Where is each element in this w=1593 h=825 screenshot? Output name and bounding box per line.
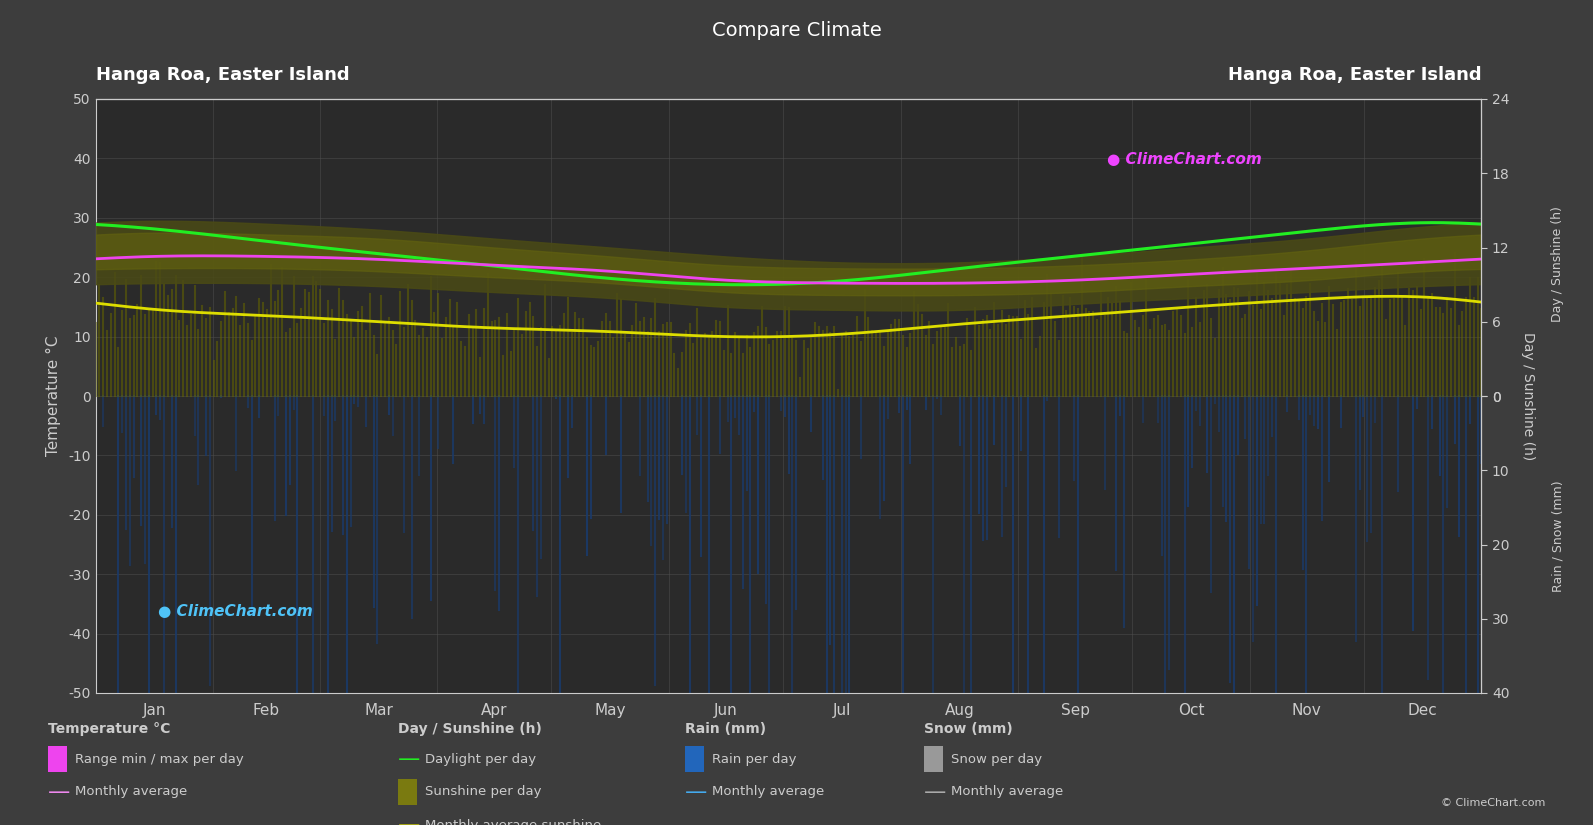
Text: Range min / max per day: Range min / max per day xyxy=(75,752,244,766)
Text: Day / Sunshine (h): Day / Sunshine (h) xyxy=(1552,206,1564,322)
Text: Monthly average sunshine: Monthly average sunshine xyxy=(425,818,602,825)
Text: Rain (mm): Rain (mm) xyxy=(685,722,766,736)
Text: Rain / Snow (mm): Rain / Snow (mm) xyxy=(1552,480,1564,592)
Text: ● ClimeChart.com: ● ClimeChart.com xyxy=(1107,153,1262,167)
Text: Temperature °C: Temperature °C xyxy=(48,722,170,736)
Y-axis label: Temperature °C: Temperature °C xyxy=(46,336,61,456)
Text: —: — xyxy=(924,782,946,802)
Text: Day / Sunshine (h): Day / Sunshine (h) xyxy=(398,722,542,736)
Text: ● ClimeChart.com: ● ClimeChart.com xyxy=(158,604,312,619)
Text: Monthly average: Monthly average xyxy=(712,785,824,799)
Y-axis label: Day / Sunshine (h): Day / Sunshine (h) xyxy=(1521,332,1534,460)
Text: © ClimeChart.com: © ClimeChart.com xyxy=(1440,799,1545,808)
Text: Monthly average: Monthly average xyxy=(951,785,1063,799)
Text: Sunshine per day: Sunshine per day xyxy=(425,785,542,799)
Text: —: — xyxy=(398,749,421,769)
Text: —: — xyxy=(685,782,707,802)
Text: —: — xyxy=(48,782,70,802)
Text: Rain per day: Rain per day xyxy=(712,752,796,766)
Text: Daylight per day: Daylight per day xyxy=(425,752,537,766)
Text: Monthly average: Monthly average xyxy=(75,785,186,799)
Text: —: — xyxy=(398,815,421,825)
Text: Hanga Roa, Easter Island: Hanga Roa, Easter Island xyxy=(96,66,349,84)
Text: Snow (mm): Snow (mm) xyxy=(924,722,1013,736)
Text: Snow per day: Snow per day xyxy=(951,752,1042,766)
Text: Compare Climate: Compare Climate xyxy=(712,21,881,40)
Text: Hanga Roa, Easter Island: Hanga Roa, Easter Island xyxy=(1228,66,1481,84)
